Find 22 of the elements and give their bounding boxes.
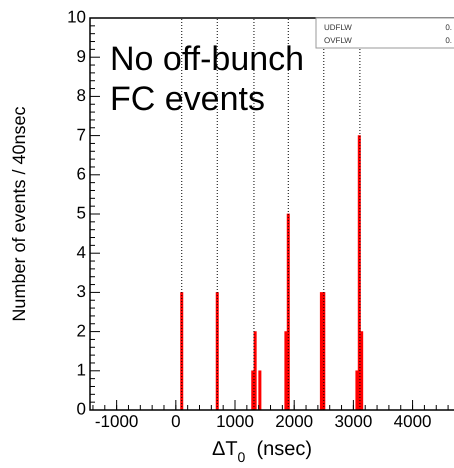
text: OVFLW 0. (324, 36, 452, 45)
y-tick-label: 2 (76, 321, 86, 340)
y-tick-label: 3 (76, 282, 86, 302)
bar (258, 370, 262, 410)
y-tick-label: 9 (76, 46, 86, 66)
y-tick-label: 8 (76, 86, 86, 106)
x-tick-label: 4000 (394, 412, 432, 431)
y-tick-label: 5 (76, 204, 86, 223)
x-tick-label: 2000 (275, 412, 314, 431)
y-tick-label: 1 (76, 360, 86, 380)
x-tick-label: 1000 (216, 412, 254, 431)
y-axis-title: Number of events / 40nsec (9, 106, 29, 322)
y-tick-label: 7 (76, 125, 86, 144)
text: UDFLW 0. (324, 23, 452, 32)
y-tick-label: 6 (76, 164, 86, 184)
y-tick-label: 10 (67, 8, 86, 27)
y-tick-label: 0 (76, 400, 86, 419)
x-tick-label: -1000 (94, 412, 138, 431)
y-tick-label: 4 (76, 242, 86, 262)
x-tick-label: 3000 (334, 412, 372, 431)
x-tick-label: 0 (171, 412, 181, 431)
annotation: No off-bunch FC events (110, 40, 304, 118)
